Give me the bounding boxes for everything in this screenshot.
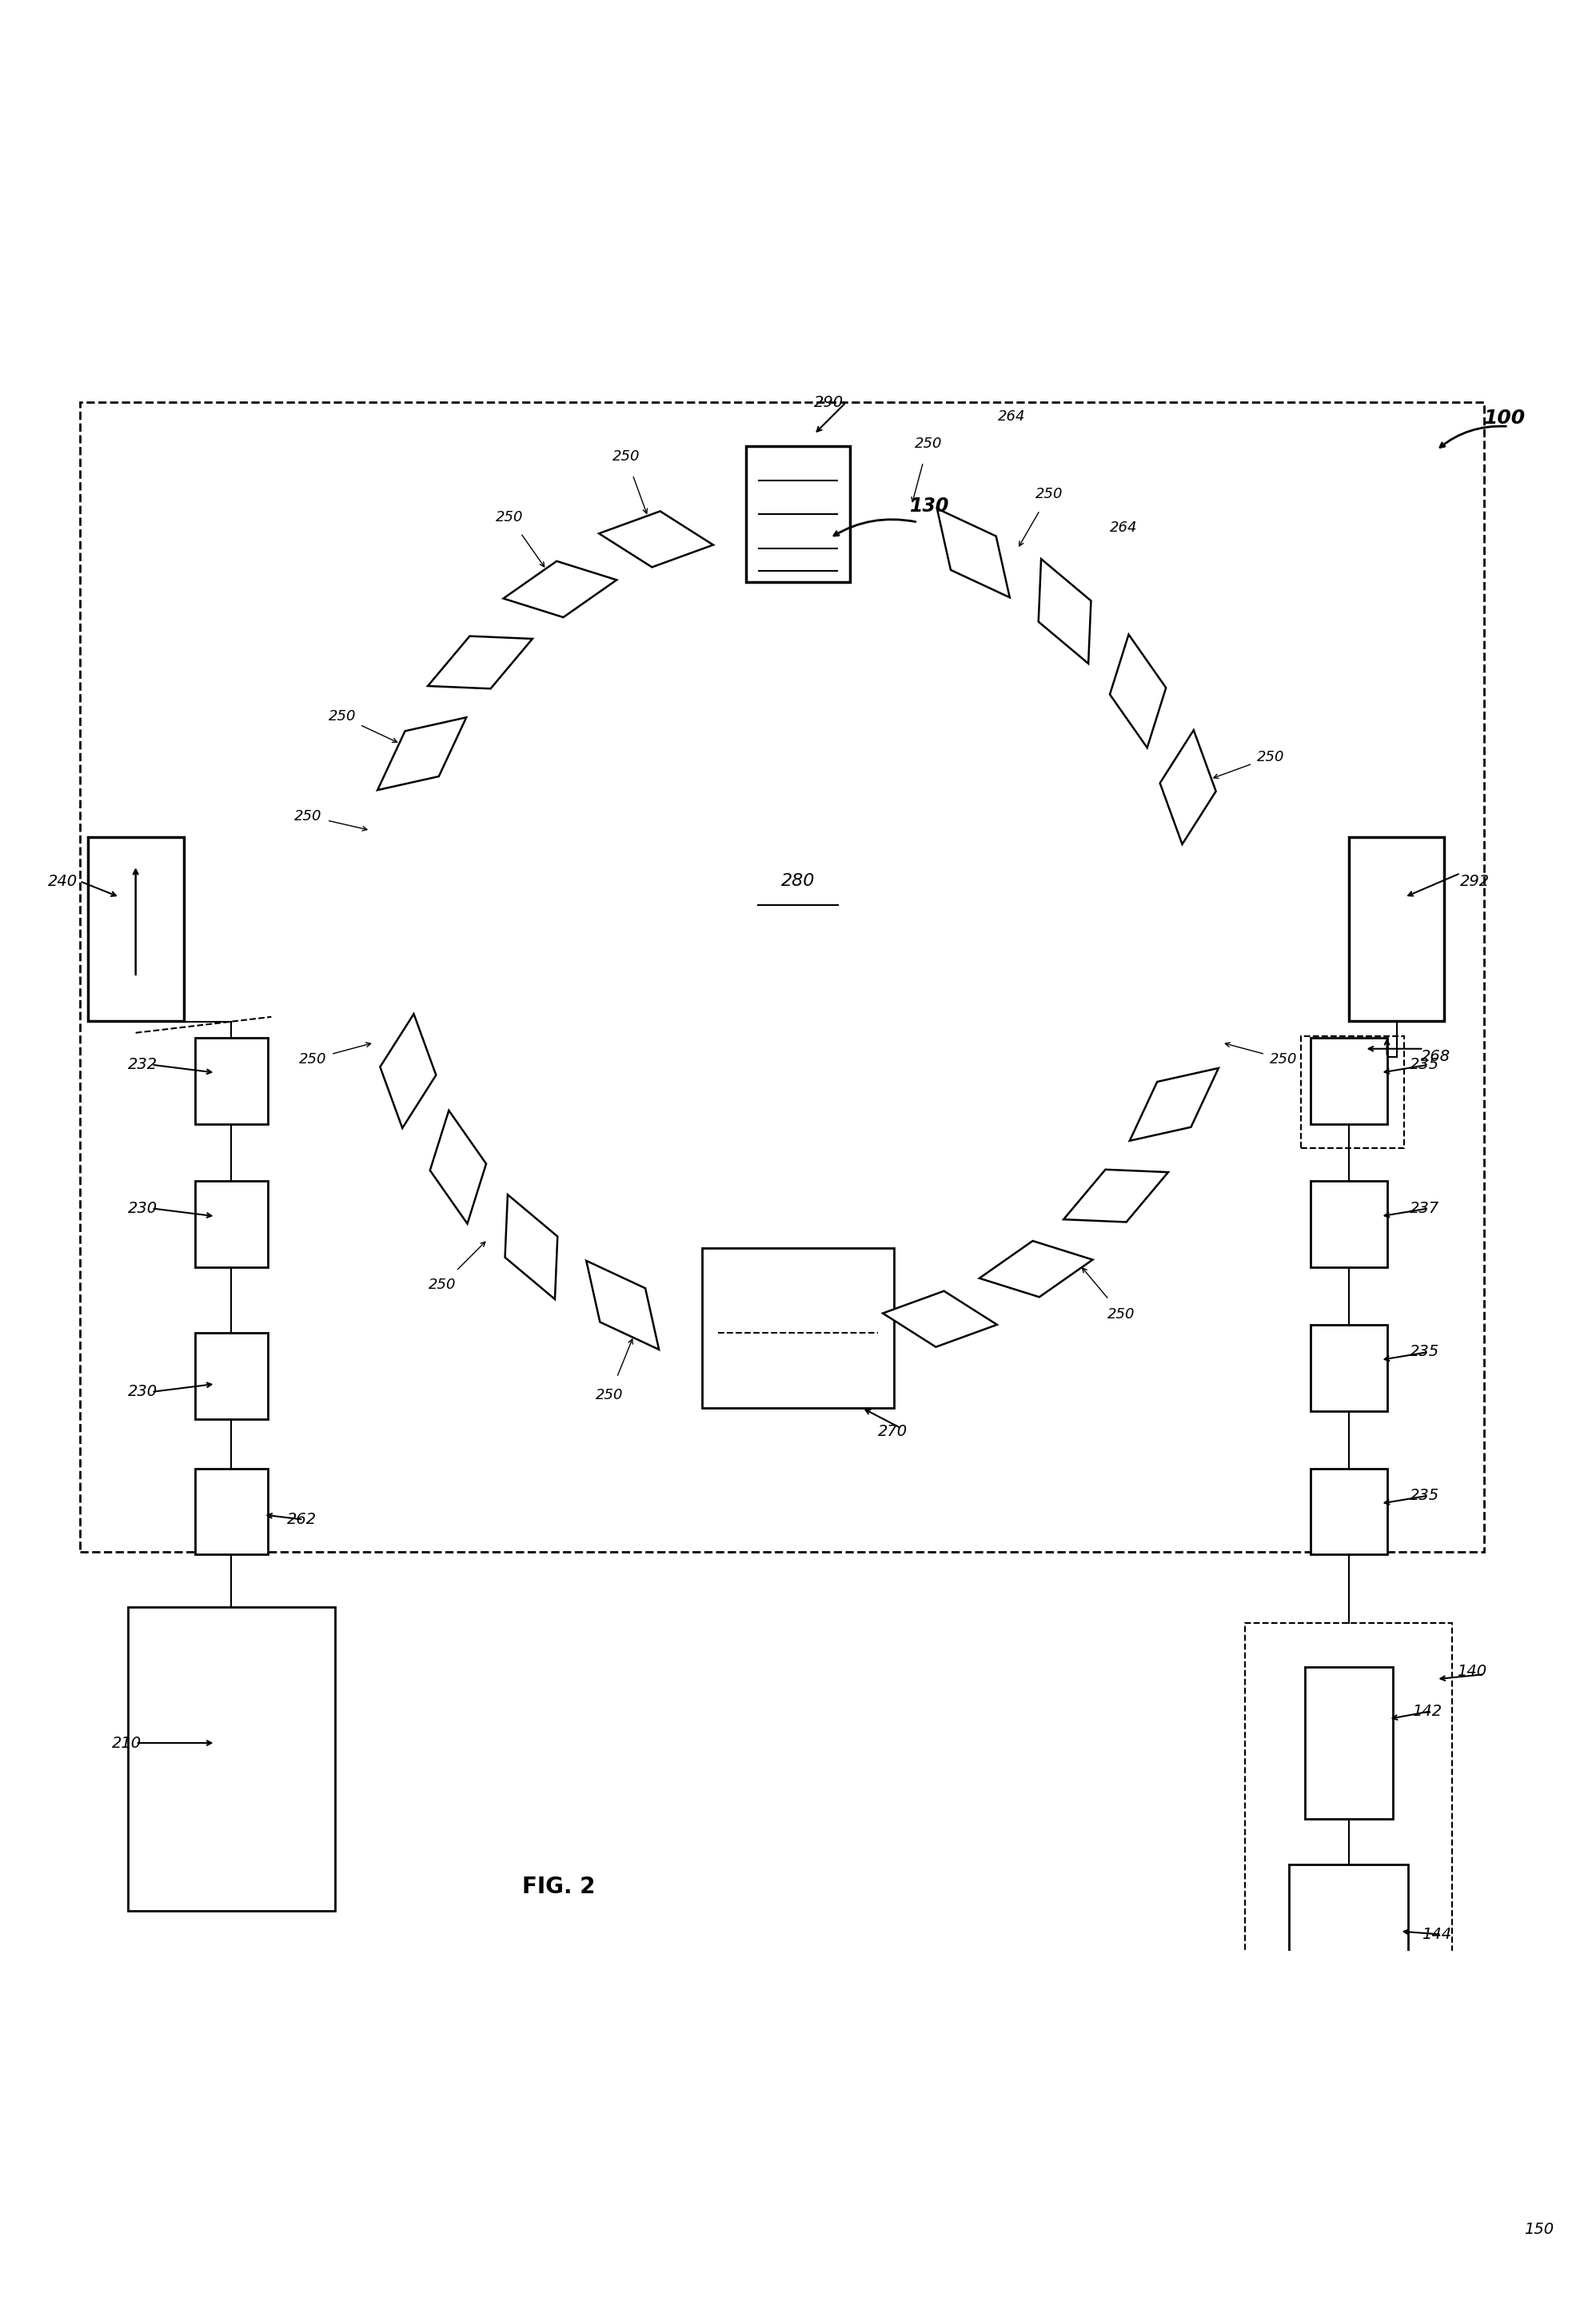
Polygon shape bbox=[883, 1291, 998, 1346]
Text: 250: 250 bbox=[1036, 486, 1063, 500]
Text: 130: 130 bbox=[910, 496, 950, 516]
Text: 140: 140 bbox=[1457, 1664, 1487, 1678]
Polygon shape bbox=[1304, 1667, 1392, 1819]
Text: 250: 250 bbox=[613, 449, 640, 463]
Text: 290: 290 bbox=[814, 394, 844, 410]
Text: 100: 100 bbox=[1484, 408, 1526, 429]
Polygon shape bbox=[503, 560, 616, 618]
Polygon shape bbox=[428, 636, 533, 689]
Polygon shape bbox=[378, 717, 466, 791]
Text: 230: 230 bbox=[128, 1385, 158, 1399]
Text: 270: 270 bbox=[878, 1424, 908, 1438]
Text: 250: 250 bbox=[1108, 1307, 1135, 1321]
Polygon shape bbox=[1349, 837, 1444, 1021]
Polygon shape bbox=[1130, 1067, 1218, 1141]
Polygon shape bbox=[88, 837, 184, 1021]
Text: 230: 230 bbox=[128, 1201, 158, 1217]
Bar bbox=[80, 403, 1484, 1551]
Bar bbox=[195, 1037, 268, 1125]
Text: 235: 235 bbox=[1409, 1344, 1440, 1360]
Text: 142: 142 bbox=[1412, 1703, 1443, 1720]
Polygon shape bbox=[1063, 1169, 1168, 1222]
Bar bbox=[1310, 1468, 1387, 1554]
Polygon shape bbox=[598, 512, 713, 567]
Text: 264: 264 bbox=[1109, 521, 1138, 535]
Text: 235: 235 bbox=[1409, 1058, 1440, 1072]
Bar bbox=[1301, 1035, 1404, 1148]
Text: 250: 250 bbox=[329, 710, 356, 724]
Text: 237: 237 bbox=[1409, 1201, 1440, 1217]
Bar bbox=[1245, 1623, 1452, 1975]
Polygon shape bbox=[429, 1111, 487, 1224]
Text: 262: 262 bbox=[287, 1512, 318, 1528]
Bar bbox=[128, 1607, 335, 1911]
Bar bbox=[1310, 1325, 1387, 1411]
Bar bbox=[1189, 2190, 1508, 2305]
Bar bbox=[702, 1249, 894, 1408]
Polygon shape bbox=[1039, 558, 1092, 664]
Polygon shape bbox=[380, 1014, 436, 1127]
Polygon shape bbox=[504, 1194, 557, 1300]
Text: 280: 280 bbox=[780, 874, 816, 890]
Text: 150: 150 bbox=[1524, 2222, 1555, 2238]
Bar bbox=[195, 1180, 268, 1268]
Polygon shape bbox=[1160, 731, 1216, 844]
Text: 250: 250 bbox=[1256, 749, 1285, 765]
Bar bbox=[1310, 1037, 1387, 1125]
Text: 250: 250 bbox=[429, 1277, 456, 1291]
Text: 250: 250 bbox=[1270, 1051, 1298, 1067]
Text: FIG. 2: FIG. 2 bbox=[522, 1876, 595, 1897]
Polygon shape bbox=[937, 509, 1010, 597]
Text: 144: 144 bbox=[1422, 1927, 1452, 1943]
Polygon shape bbox=[1109, 634, 1167, 747]
Bar bbox=[195, 1332, 268, 1420]
Text: 250: 250 bbox=[294, 809, 322, 823]
Text: 250: 250 bbox=[595, 1388, 624, 1401]
Text: 292: 292 bbox=[1460, 874, 1491, 890]
Bar bbox=[195, 1468, 268, 1554]
Text: 250: 250 bbox=[496, 509, 523, 526]
FancyBboxPatch shape bbox=[747, 447, 849, 581]
Text: 240: 240 bbox=[48, 874, 78, 890]
Bar bbox=[1288, 1865, 1408, 1973]
Text: 250: 250 bbox=[915, 436, 942, 452]
Text: 235: 235 bbox=[1409, 1489, 1440, 1503]
Text: 232: 232 bbox=[128, 1058, 158, 1072]
Text: 268: 268 bbox=[1420, 1049, 1451, 1065]
Polygon shape bbox=[586, 1261, 659, 1348]
Text: 210: 210 bbox=[112, 1736, 142, 1749]
Text: 250: 250 bbox=[298, 1051, 326, 1067]
Polygon shape bbox=[980, 1240, 1093, 1298]
Bar bbox=[1310, 1180, 1387, 1268]
Text: 264: 264 bbox=[998, 408, 1026, 424]
